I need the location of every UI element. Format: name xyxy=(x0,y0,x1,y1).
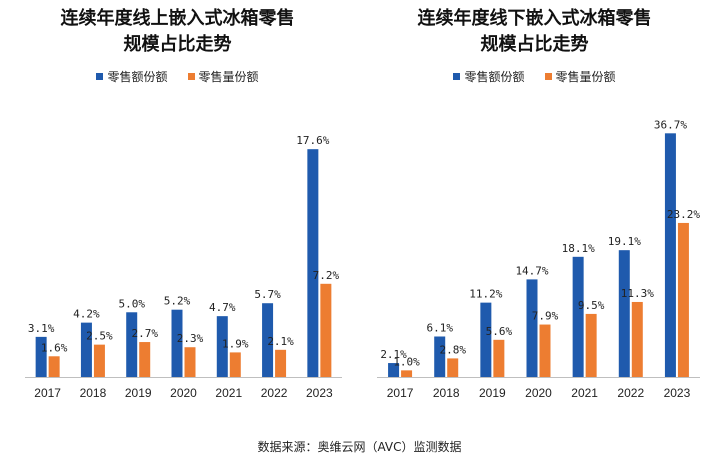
data-label: 5.7% xyxy=(254,288,281,301)
chart-title-line-2: 规模占比走势 xyxy=(123,34,232,55)
x-tick-label: 2017 xyxy=(387,386,414,400)
bar-sales-value xyxy=(171,309,183,377)
data-label: 11.2% xyxy=(469,288,502,301)
bar-sales-value xyxy=(664,133,676,377)
data-label: 18.1% xyxy=(562,242,595,255)
legend-swatch-orange xyxy=(187,73,195,80)
data-label: 2.3% xyxy=(177,332,204,345)
bar-sales-volume xyxy=(493,339,505,377)
legend-label: 零售量份额 xyxy=(198,70,259,84)
bar-sales-value xyxy=(80,322,92,377)
data-label: 7.9% xyxy=(532,310,559,323)
data-label: 5.0% xyxy=(118,297,145,310)
bar-sales-value xyxy=(572,256,584,377)
data-label: 5.6% xyxy=(486,325,513,338)
chart-title-line-1: 连续年度线下嵌入式冰箱零售 xyxy=(417,8,652,29)
data-label: 1.0% xyxy=(393,355,420,368)
bar-plot: 2.1%1.0% 2017 6.1% 2.8% 2018 11.2% 5.6% 2019 14.… xyxy=(377,118,700,400)
data-label: 2.8% xyxy=(439,343,466,356)
x-tick-label: 2017 xyxy=(34,386,61,400)
data-label: 6.1% xyxy=(426,321,453,334)
data-label: 11.3% xyxy=(621,287,654,300)
data-label: 2.5% xyxy=(86,330,113,343)
legend-label: 零售额份额 xyxy=(464,70,525,84)
bar-sales-value xyxy=(35,336,47,377)
bar-sales-value xyxy=(526,279,538,377)
data-label: 23.2% xyxy=(667,208,700,221)
legend-item-sales-volume: 零售量份额 xyxy=(544,68,616,85)
data-label: 5.2% xyxy=(164,295,191,308)
chart-title: 连续年度线下嵌入式冰箱零售 规模占比走势 xyxy=(357,6,712,58)
chart-title-line-2: 规模占比走势 xyxy=(480,34,589,55)
legend-swatch-blue xyxy=(453,73,461,80)
x-tick-label: 2021 xyxy=(571,386,598,400)
x-tick-label: 2023 xyxy=(306,386,333,400)
bar-sales-value xyxy=(216,316,228,377)
x-tick-label: 2023 xyxy=(664,386,691,400)
chart-title: 连续年度线上嵌入式冰箱零售 规模占比走势 xyxy=(0,6,355,58)
data-label: 3.1% xyxy=(28,322,55,335)
bar-sales-volume xyxy=(401,370,413,377)
chart-legend: 零售额份额 零售量份额 xyxy=(357,68,712,85)
legend-label: 零售额份额 xyxy=(107,70,168,84)
bar-sales-volume xyxy=(275,349,287,377)
x-tick-label: 2022 xyxy=(617,386,644,400)
bar-sales-volume xyxy=(229,352,241,377)
x-tick-label: 2020 xyxy=(170,386,197,400)
data-label: 2.1% xyxy=(267,335,294,348)
data-label: 1.9% xyxy=(222,337,249,350)
legend-item-sales-value: 零售额份额 xyxy=(96,68,168,85)
chart-title-line-1: 连续年度线上嵌入式冰箱零售 xyxy=(60,8,295,29)
bar-sales-value xyxy=(388,363,400,377)
bar-sales-volume xyxy=(631,301,643,377)
bar-sales-volume xyxy=(139,342,151,377)
bar-sales-value xyxy=(307,149,319,377)
legend-item-sales-volume: 零售量份额 xyxy=(187,68,259,85)
bar-sales-value xyxy=(618,250,630,377)
x-tick-label: 2020 xyxy=(525,386,552,400)
data-label: 14.7% xyxy=(515,264,548,277)
data-label: 4.7% xyxy=(209,301,236,314)
bar-sales-volume xyxy=(48,356,60,377)
x-tick-label: 2019 xyxy=(479,386,506,400)
bar-sales-volume xyxy=(585,313,597,377)
data-label: 36.7% xyxy=(654,118,687,131)
legend-swatch-orange xyxy=(544,73,552,80)
legend-swatch-blue xyxy=(96,73,104,80)
data-label: 19.1% xyxy=(608,235,641,248)
legend-item-sales-value: 零售额份额 xyxy=(453,68,525,85)
bar-sales-volume xyxy=(184,347,196,377)
bar-sales-volume xyxy=(677,222,689,377)
x-tick-label: 2019 xyxy=(125,386,152,400)
bar-sales-volume xyxy=(320,283,332,377)
bar-sales-value xyxy=(434,336,446,377)
bar-plot: 3.1% 1.6% 2017 4.2% 2.5% 2018 5.0% 2.7% 2019 5.2%… xyxy=(25,134,342,400)
bar-sales-volume xyxy=(93,344,105,377)
data-label: 17.6% xyxy=(296,134,329,147)
x-tick-label: 2021 xyxy=(215,386,242,400)
bar-sales-volume xyxy=(539,324,551,377)
bar-sales-value xyxy=(480,302,492,377)
x-tick-label: 2018 xyxy=(433,386,460,400)
data-label: 4.2% xyxy=(73,308,100,321)
x-tick-label: 2022 xyxy=(261,386,288,400)
data-source-note: 数据来源：奥维云网（AVC）监测数据 xyxy=(257,440,462,454)
legend-label: 零售量份额 xyxy=(555,70,616,84)
x-tick-label: 2018 xyxy=(80,386,107,400)
data-label: 9.5% xyxy=(578,299,605,312)
right-chart: 连续年度线下嵌入式冰箱零售 规模占比走势 零售额份额 零售量份额 2.1% 1.0… xyxy=(357,0,712,425)
chart-legend: 零售额份额 零售量份额 xyxy=(0,68,355,85)
data-label: 2.1% xyxy=(380,348,407,361)
bar-sales-volume xyxy=(447,358,459,377)
data-label: 2.7% xyxy=(131,327,158,340)
data-label: 1.6% xyxy=(41,341,68,354)
bar-sales-value xyxy=(262,303,274,377)
bar-sales-value xyxy=(126,312,138,377)
data-label: 7.2% xyxy=(313,269,340,282)
left-chart: 连续年度线上嵌入式冰箱零售 规模占比走势 零售额份额 零售量份额 3.1% 1.6… xyxy=(0,0,355,425)
